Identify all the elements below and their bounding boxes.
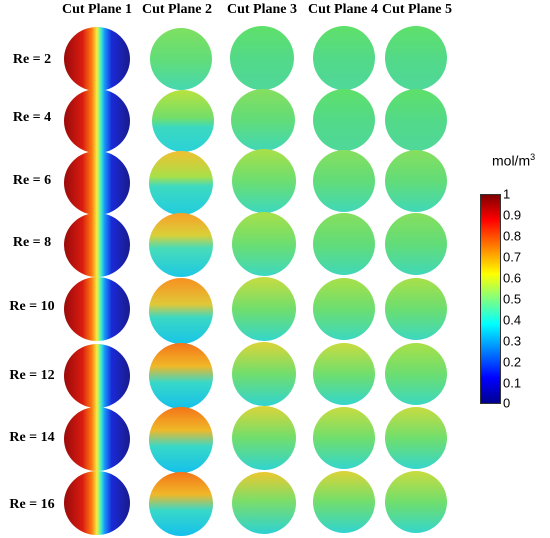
disc-re8-plane4: [313, 213, 375, 275]
row-label-re-16: Re = 16: [9, 497, 55, 512]
disc-re4-plane2: [152, 90, 214, 152]
disc-re10-plane5: [385, 278, 447, 340]
row-label-re-8: Re = 8: [12, 235, 52, 250]
row-label-re-10: Re = 10: [9, 299, 55, 314]
disc-re2-plane4: [313, 26, 375, 90]
disc-re14-plane4: [313, 407, 375, 469]
disc-re8-plane3: [232, 212, 296, 276]
column-header-2: Cut Plane 2: [142, 2, 212, 17]
column-header-4: Cut Plane 4: [308, 2, 378, 17]
disc-re10-plane2: [149, 278, 213, 344]
disc-re10-plane3: [232, 277, 296, 341]
disc-re16-plane2: [149, 472, 213, 536]
row-label-re-4: Re = 4: [12, 110, 52, 125]
disc-re16-plane5: [385, 471, 447, 533]
disc-re6-plane5: [385, 150, 447, 212]
disc-re12-plane3: [232, 342, 296, 406]
disc-re12-plane2: [149, 343, 213, 409]
disc-re14-plane2: [149, 407, 213, 473]
row-label-re-14: Re = 14: [9, 430, 55, 445]
colorbar-tick: 0.9: [503, 207, 522, 223]
disc-re2-plane2: [150, 28, 212, 90]
disc-re4-plane1: [64, 89, 130, 153]
column-header-1: Cut Plane 1: [62, 2, 132, 17]
colorbar-unit-exponent: 3: [530, 152, 536, 162]
colorbar: [480, 194, 501, 404]
disc-re6-plane3: [232, 149, 296, 213]
colorbar-tick: 0.5: [503, 291, 522, 307]
row-label-re-6: Re = 6: [12, 173, 52, 188]
colorbar-tick: 0.2: [503, 354, 522, 370]
disc-re4-plane4: [313, 89, 375, 151]
disc-re8-plane2: [149, 213, 213, 277]
colorbar-unit-base: mol/m: [492, 152, 531, 169]
row-label-re-12: Re = 12: [9, 368, 55, 383]
column-header-5: Cut Plane 5: [382, 2, 452, 17]
disc-re8-plane1: [64, 213, 130, 277]
disc-re2-plane5: [385, 26, 447, 90]
disc-re10-plane4: [313, 278, 375, 340]
colorbar-tick: 0.1: [503, 375, 522, 391]
disc-re4-plane5: [385, 89, 447, 151]
colorbar-tick: 1: [503, 186, 511, 202]
row-label-re-2: Re = 2: [12, 52, 52, 67]
disc-re16-plane4: [313, 471, 375, 533]
disc-re12-plane1: [64, 344, 130, 408]
disc-re4-plane3: [231, 89, 295, 151]
disc-re12-plane4: [313, 343, 375, 405]
disc-re6-plane1: [64, 151, 130, 215]
disc-re16-plane1: [64, 471, 130, 535]
disc-re14-plane5: [385, 407, 447, 469]
colorbar-tick: 0.6: [503, 270, 522, 286]
disc-re8-plane5: [385, 213, 447, 275]
column-header-3: Cut Plane 3: [227, 2, 297, 17]
colorbar-tick: 0.4: [503, 312, 522, 328]
colorbar-tick: 0.8: [503, 228, 522, 244]
colorbar-unit: mol/m3: [492, 152, 535, 169]
disc-re12-plane5: [385, 343, 447, 405]
disc-re6-plane2: [149, 151, 213, 215]
disc-re6-plane4: [313, 150, 375, 212]
disc-re14-plane1: [64, 407, 130, 471]
disc-re2-plane1: [64, 27, 130, 91]
disc-re2-plane3: [230, 26, 294, 90]
disc-re16-plane3: [232, 472, 296, 534]
colorbar-tick: 0: [503, 395, 511, 411]
disc-re14-plane3: [232, 406, 296, 470]
colorbar-tick: 0.3: [503, 333, 522, 349]
disc-re10-plane1: [64, 277, 130, 341]
colorbar-tick: 0.7: [503, 249, 522, 265]
